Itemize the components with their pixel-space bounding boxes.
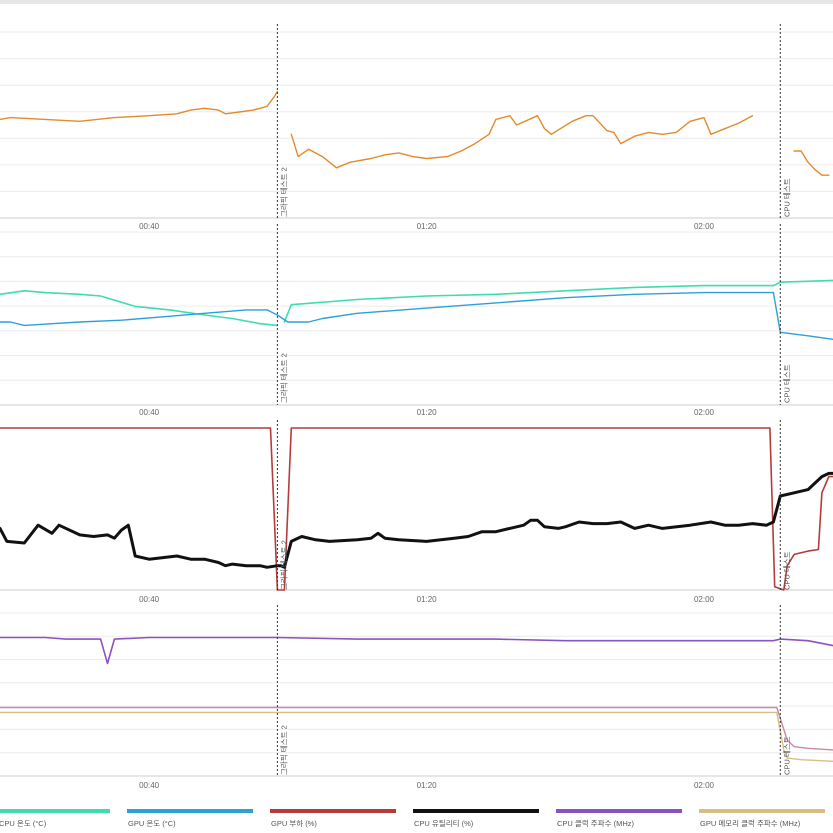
event-marker-label: 그라픽 테스트 2: [278, 540, 288, 590]
series-line: [0, 427, 833, 591]
legend-label: CPU 유틸리티 (%): [414, 819, 474, 828]
x-tick-label: 01:20: [417, 781, 438, 790]
chart-area: 00:40 01:20 02:00 그라픽 테스트 2 CPU 테스트 00:40 01:2…: [0, 24, 833, 790]
event-marker-label: 그라픽 테스트 2: [278, 353, 288, 403]
series-line: [0, 636, 833, 665]
legend-item: GPU 부하 (%): [270, 806, 410, 833]
series-line: [0, 309, 268, 327]
x-tick-label: 01:20: [417, 408, 438, 417]
x-tick-label: 00:40: [139, 408, 160, 417]
series-line: [283, 279, 833, 323]
legend-swatch: [270, 809, 396, 813]
x-tick-label: 02:00: [694, 595, 715, 604]
x-tick-label: 02:00: [694, 222, 715, 231]
series-line: [0, 290, 279, 327]
series-line: [0, 90, 279, 122]
series-line: [772, 291, 833, 340]
series-line: [290, 115, 754, 169]
event-marker-label: CPU 테스트: [782, 178, 791, 217]
series-line: [266, 291, 775, 323]
legend-swatch: [413, 809, 539, 813]
x-tick-label: 02:00: [694, 781, 715, 790]
legend-swatch: [127, 809, 253, 813]
legend-item: CPU 온도 (°C): [0, 806, 124, 833]
event-marker-label: CPU 테스트: [782, 736, 791, 775]
x-tick-label: 01:20: [417, 595, 438, 604]
top-border: [0, 0, 833, 4]
legend-swatch: [556, 809, 682, 813]
legend-item: CPU 유틸리티 (%): [413, 806, 553, 833]
x-tick-label: 02:00: [694, 408, 715, 417]
x-tick-label: 00:40: [139, 781, 160, 790]
legend-label: GPU 온도 (°C): [128, 819, 176, 828]
legend-item: GPU 메모리 클럭 주파수 (MHz): [699, 806, 833, 833]
series-line: [0, 711, 833, 762]
x-tick-label: 01:20: [417, 222, 438, 231]
event-marker-label: 그라픽 테스트 2: [278, 167, 288, 217]
series-line: [0, 706, 833, 751]
legend: CPU 온도 (°C) GPU 온도 (°C) GPU 부하 (%) CPU 유틸리티…: [0, 806, 833, 833]
x-tick-label: 00:40: [139, 222, 160, 231]
legend-label: GPU 메모리 클럭 주파수 (MHz): [700, 819, 801, 828]
event-marker-label: 그라픽 테스트 2: [278, 725, 288, 775]
legend-item: CPU 클럭 주파수 (MHz): [556, 806, 696, 833]
series-line: [0, 471, 833, 569]
series-line: [793, 150, 830, 176]
legend-label: CPU 클럭 주파수 (MHz): [557, 819, 634, 828]
legend-label: GPU 부하 (%): [271, 819, 317, 828]
legend-swatch: [699, 809, 825, 813]
x-tick-label: 00:40: [139, 595, 160, 604]
legend-swatch: [0, 809, 110, 813]
legend-item: GPU 온도 (°C): [127, 806, 267, 833]
event-marker-label: CPU 테스트: [782, 364, 791, 403]
legend-label: CPU 온도 (°C): [0, 819, 47, 828]
event-marker-label: CPU 테스트: [782, 551, 791, 590]
